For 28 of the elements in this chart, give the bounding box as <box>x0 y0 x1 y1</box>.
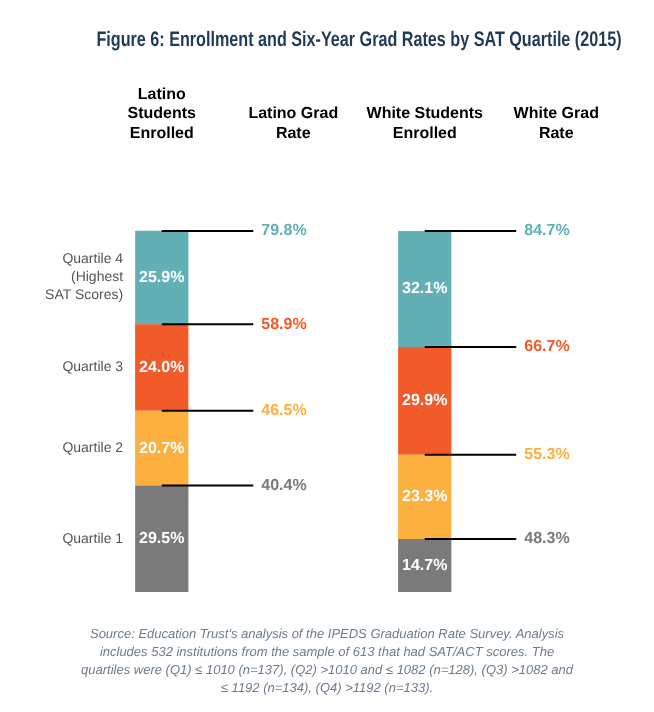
x-tick-label: White Grad Rate <box>513 104 600 142</box>
annotation: 58.9% <box>261 314 307 333</box>
annotation: 48.3% <box>524 529 570 548</box>
data-label: 23.3% <box>402 487 448 506</box>
x-tick-label: Latino Students Enrolled <box>127 85 198 142</box>
annotation: 79.8% <box>261 221 307 240</box>
bar <box>135 324 189 411</box>
data-label: 29.9% <box>402 391 448 410</box>
bar <box>398 231 452 347</box>
data-label: 20.7% <box>139 438 185 457</box>
x-tick-label: Latino Grad Rate <box>248 104 339 142</box>
bar <box>135 410 189 486</box>
bar <box>135 485 189 592</box>
annotation: 40.4% <box>261 475 307 494</box>
data-label: 14.7% <box>402 555 448 574</box>
data-label: 25.9% <box>139 267 185 286</box>
data-label: 29.5% <box>139 529 185 548</box>
x-tick-label: White Students Enrolled <box>366 104 485 142</box>
annotation: 46.5% <box>261 401 307 420</box>
annotation: 66.7% <box>524 337 570 356</box>
annotation: 84.7% <box>524 221 570 240</box>
chart-title: Figure 6: Enrollment and Six-Year Grad Rates by SAT Quartile (2015) <box>96 28 622 51</box>
data-label: 32.1% <box>402 279 448 298</box>
bar <box>135 230 189 325</box>
annotation: 55.3% <box>524 445 570 464</box>
bar <box>398 454 452 539</box>
bar <box>398 346 452 455</box>
data-label: 24.0% <box>139 357 185 376</box>
